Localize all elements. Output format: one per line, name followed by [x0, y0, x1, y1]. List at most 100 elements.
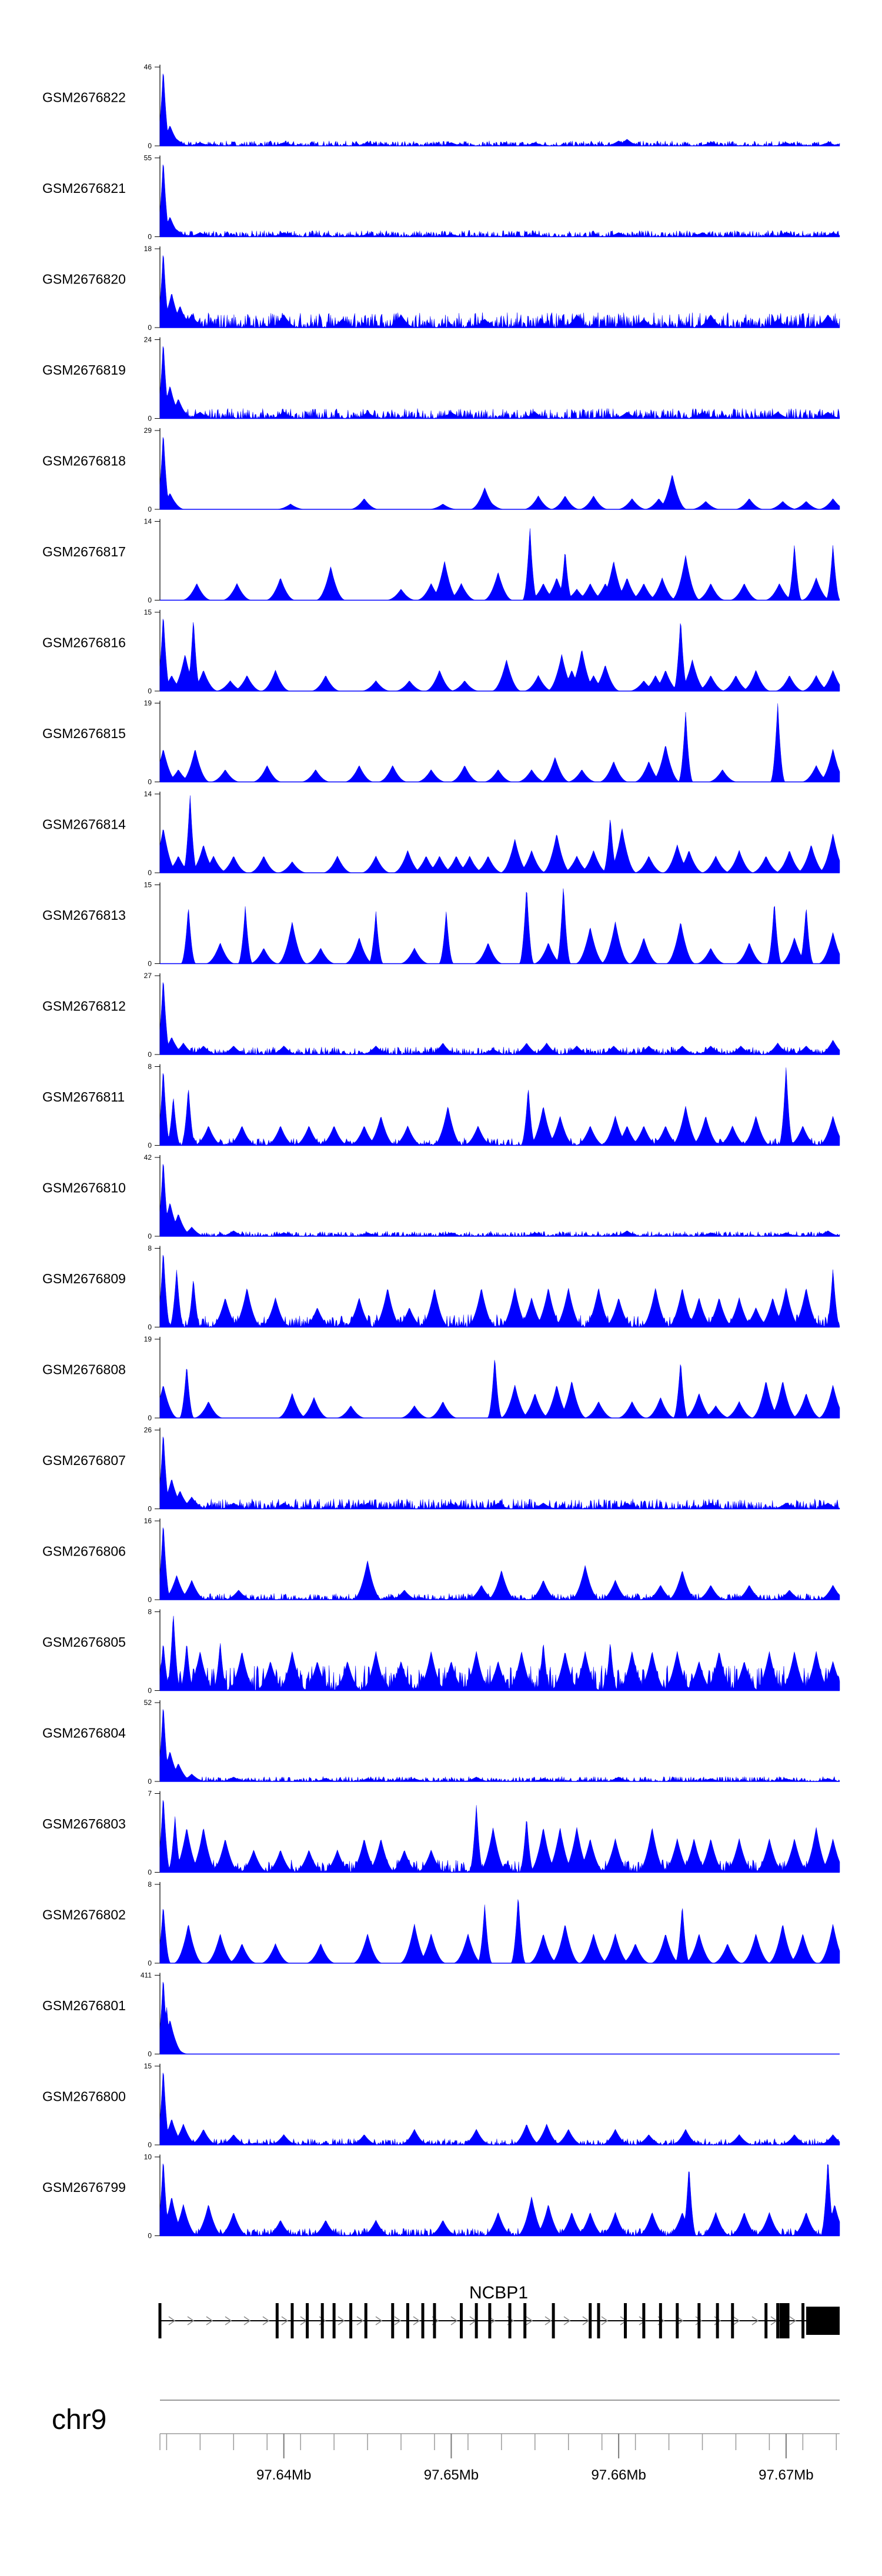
strand-arrow-icon [676, 2316, 684, 2325]
track-label: GSM2676820 [42, 271, 126, 286]
coverage-area [159, 1360, 840, 1419]
coverage-area [159, 703, 840, 782]
coverage-area [159, 2163, 840, 2237]
track-GSM2676815: GSM2676815 19 0 [42, 699, 840, 786]
strand-arrow-icon [338, 2316, 345, 2325]
axis-tick-label: 97.64Mb [256, 2467, 311, 2483]
track-GSM2676820: GSM2676820 18 0 [42, 245, 840, 332]
exon [697, 2303, 701, 2338]
coverage-area [160, 888, 840, 964]
y-min-label: 0 [148, 233, 152, 241]
strand-arrow-icon [281, 2316, 289, 2325]
y-max-label: 19 [144, 699, 152, 708]
exon [731, 2303, 734, 2338]
y-min-label: 0 [148, 2050, 152, 2058]
y-max-label: 8 [148, 1244, 152, 1253]
y-min-label: 0 [148, 778, 152, 786]
y-max-label: 27 [144, 972, 152, 980]
y-max-label: 7 [148, 1790, 152, 1798]
track-label: GSM2676801 [42, 1998, 126, 2013]
exon [460, 2303, 463, 2338]
coverage-area [159, 1800, 840, 1873]
track-label: GSM2676800 [42, 2088, 126, 2104]
exon [433, 2303, 436, 2338]
chromosome-track: chr9 [52, 2400, 840, 2435]
coverage-area [159, 2073, 840, 2145]
track-GSM2676806: GSM2676806 16 0 [42, 1517, 840, 1604]
track-label: GSM2676816 [42, 635, 126, 650]
coverage-area [159, 1527, 840, 1600]
exon [488, 2303, 492, 2338]
y-max-label: 29 [144, 426, 152, 435]
strand-arrow-icon [733, 2316, 740, 2325]
y-min-label: 0 [148, 2141, 152, 2149]
exon [716, 2303, 719, 2338]
exon [776, 2303, 780, 2338]
y-min-label: 0 [148, 687, 152, 695]
coverage-area [159, 1436, 840, 1510]
track-label: GSM2676821 [42, 181, 126, 196]
track-label: GSM2676806 [42, 1543, 126, 1559]
track-label: GSM2676813 [42, 907, 126, 923]
exon [158, 2303, 162, 2338]
y-max-label: 18 [144, 245, 152, 253]
coverage-area [159, 74, 840, 146]
strand-arrow-icon [751, 2316, 759, 2325]
y-min-label: 0 [148, 1687, 152, 1695]
coverage-area [159, 1981, 840, 2054]
exon [801, 2303, 805, 2338]
track-label: GSM2676815 [42, 726, 126, 741]
gene-track: NCBP1 [158, 2283, 840, 2338]
track-GSM2676817: GSM2676817 14 0 [42, 518, 840, 605]
y-min-label: 0 [148, 2232, 152, 2240]
strand-arrow-icon [243, 2316, 251, 2325]
exon-utr [806, 2307, 840, 2335]
coverage-area [160, 528, 840, 600]
y-min-label: 0 [148, 960, 152, 968]
track-label: GSM2676811 [42, 1089, 125, 1105]
y-min-label: 0 [148, 596, 152, 605]
y-max-label: 14 [144, 518, 152, 526]
exon [659, 2303, 662, 2338]
track-label: GSM2676822 [42, 89, 126, 105]
y-min-label: 0 [148, 1505, 152, 1513]
track-GSM2676809: GSM2676809 8 0 [42, 1244, 840, 1332]
coverage-area [159, 619, 840, 692]
exon [391, 2303, 395, 2338]
track-GSM2676812: GSM2676812 27 0 [42, 972, 840, 1059]
exon [332, 2303, 336, 2338]
track-GSM2676810: GSM2676810 42 0 [42, 1153, 840, 1240]
y-max-label: 15 [144, 608, 152, 616]
y-max-label: 16 [144, 1517, 152, 1525]
track-label: GSM2676809 [42, 1271, 126, 1286]
y-max-label: 42 [144, 1153, 152, 1162]
track-label: GSM2676803 [42, 1816, 126, 1831]
coverage-area [159, 346, 840, 419]
y-max-label: 411 [141, 1971, 152, 1980]
y-max-label: 8 [148, 1880, 152, 1888]
y-max-label: 14 [144, 790, 152, 798]
y-min-label: 0 [148, 1959, 152, 1967]
y-max-label: 26 [144, 1426, 152, 1434]
y-min-label: 0 [148, 1868, 152, 1877]
strand-arrow-icon [206, 2316, 213, 2325]
track-GSM2676818: GSM2676818 29 0 [42, 426, 840, 513]
track-label: GSM2676817 [42, 544, 126, 559]
exon [320, 2303, 324, 2338]
y-min-label: 0 [148, 1050, 152, 1059]
exon [290, 2303, 294, 2338]
track-label: GSM2676814 [42, 816, 126, 832]
exon [676, 2303, 679, 2338]
track-GSM2676808: GSM2676808 19 0 [42, 1335, 840, 1422]
coverage-area [159, 164, 840, 238]
y-max-label: 55 [144, 154, 152, 162]
exon [523, 2303, 527, 2338]
track-GSM2676819: GSM2676819 24 0 [42, 336, 840, 423]
strand-arrow-icon [225, 2316, 232, 2325]
coverage-area [159, 255, 840, 328]
strand-arrow-icon [187, 2316, 195, 2325]
gene-name-label: NCBP1 [469, 2283, 528, 2303]
track-GSM2676813: GSM2676813 15 0 [42, 881, 840, 968]
exon [421, 2303, 425, 2338]
